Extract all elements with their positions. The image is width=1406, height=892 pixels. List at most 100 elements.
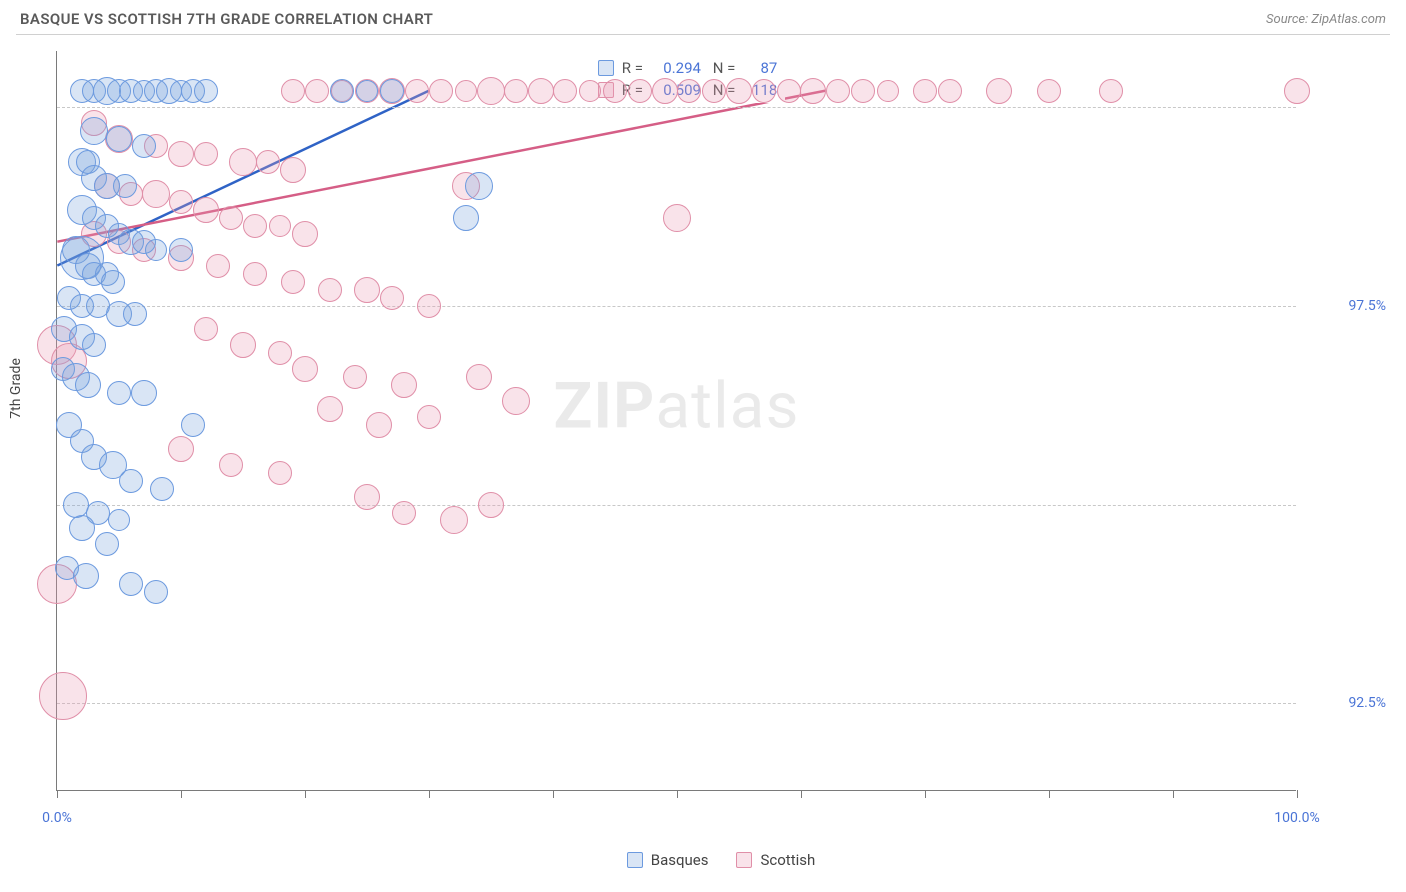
data-point-basques [132,134,156,158]
data-point-scottish [281,79,305,103]
watermark-light: atlas [655,368,799,443]
data-point-scottish [292,356,318,382]
data-point-scottish [354,277,380,303]
data-point-scottish [168,141,194,167]
data-point-scottish [39,672,87,720]
data-point-scottish [800,78,826,104]
data-point-basques [106,126,132,152]
chart-source: Source: ZipAtlas.com [1266,12,1386,27]
data-point-scottish [354,484,380,510]
data-point-scottish [229,148,257,176]
chart-container: 7th Grade ZIPatlas R =0.294 N =87R =0.50… [56,51,1386,831]
data-point-basques [108,509,130,531]
legend-swatch-basques [627,852,643,868]
legend: Basques Scottish [56,851,1386,869]
data-point-scottish [392,501,416,525]
data-point-scottish [219,453,243,477]
data-point-basques [123,302,147,326]
data-point-scottish [603,79,627,103]
x-tick [553,790,554,798]
data-point-scottish [230,332,256,358]
data-point-basques [119,469,143,493]
stats-row-basques: R =0.294 N =87 [598,57,778,79]
data-point-scottish [142,180,170,208]
data-point-scottish [466,364,492,390]
data-point-basques [119,572,143,596]
data-point-basques [101,270,125,294]
data-point-basques [356,80,378,102]
data-point-basques [194,79,218,103]
watermark: ZIPatlas [554,368,800,443]
data-point-scottish [429,79,453,103]
data-point-basques [150,477,174,501]
data-point-scottish [455,80,477,102]
data-point-basques [80,117,108,145]
stats-r-label: R = [622,59,643,77]
data-point-basques [95,532,119,556]
plot-area: ZIPatlas R =0.294 N =87R =0.509 N =118 9… [56,51,1296,791]
data-point-basques [75,372,101,398]
chart-title: BASQUE VS SCOTTISH 7TH GRADE CORRELATION… [20,10,433,28]
data-point-scottish [826,79,850,103]
legend-swatch-scottish [736,852,752,868]
gridline-h [57,505,1296,506]
x-tick [1297,790,1298,798]
gridline-h [57,107,1296,108]
data-point-scottish [243,214,267,238]
data-point-scottish [243,262,267,286]
data-point-scottish [504,79,528,103]
data-point-scottish [851,79,875,103]
gridline-h [57,306,1296,307]
x-tick [181,790,182,798]
data-point-basques [145,239,167,261]
data-point-scottish [1037,79,1061,103]
trend-line-scottish [57,91,825,242]
stats-n-label: N = [709,59,735,77]
data-point-scottish [528,78,554,104]
data-point-scottish [343,365,367,389]
data-point-scottish [628,79,652,103]
x-tick [677,790,678,798]
data-point-scottish [478,492,504,518]
legend-item-scottish: Scottish [736,851,815,869]
data-point-scottish [677,79,701,103]
data-point-scottish [305,79,329,103]
data-point-scottish [477,77,505,105]
data-point-basques [181,413,205,437]
data-point-scottish [702,79,726,103]
data-point-basques [63,492,89,518]
y-tick-label: 97.5% [1306,298,1386,314]
data-point-scottish [219,206,243,230]
data-point-basques [330,79,354,103]
data-point-scottish [986,78,1012,104]
x-tick [1049,790,1050,798]
data-point-scottish [913,79,937,103]
data-point-scottish [317,396,343,422]
data-point-basques [453,205,479,231]
data-point-scottish [877,80,899,102]
legend-label: Basques [651,851,709,869]
data-point-scottish [380,286,404,310]
data-point-scottish [938,79,962,103]
legend-label: Scottish [760,851,815,869]
data-point-scottish [194,142,218,166]
y-tick-label: 92.5% [1306,695,1386,711]
stats-swatch-basques [598,60,614,76]
data-point-basques [69,515,95,541]
data-point-basques [107,381,131,405]
data-point-scottish [206,254,230,278]
x-tick [801,790,802,798]
y-axis-label: 7th Grade [8,358,24,419]
x-tick-label: 100.0% [1274,810,1319,826]
chart-header: BASQUE VS SCOTTISH 7TH GRADE CORRELATION… [0,0,1406,34]
data-point-basques [380,79,404,103]
x-tick [305,790,306,798]
legend-item-basques: Basques [627,851,709,869]
data-point-basques [73,563,99,589]
data-point-scottish [417,294,441,318]
data-point-scottish [652,78,678,104]
watermark-strong: ZIP [554,368,656,443]
data-point-scottish [281,270,305,294]
data-point-scottish [579,80,601,102]
data-point-scottish [417,405,441,429]
